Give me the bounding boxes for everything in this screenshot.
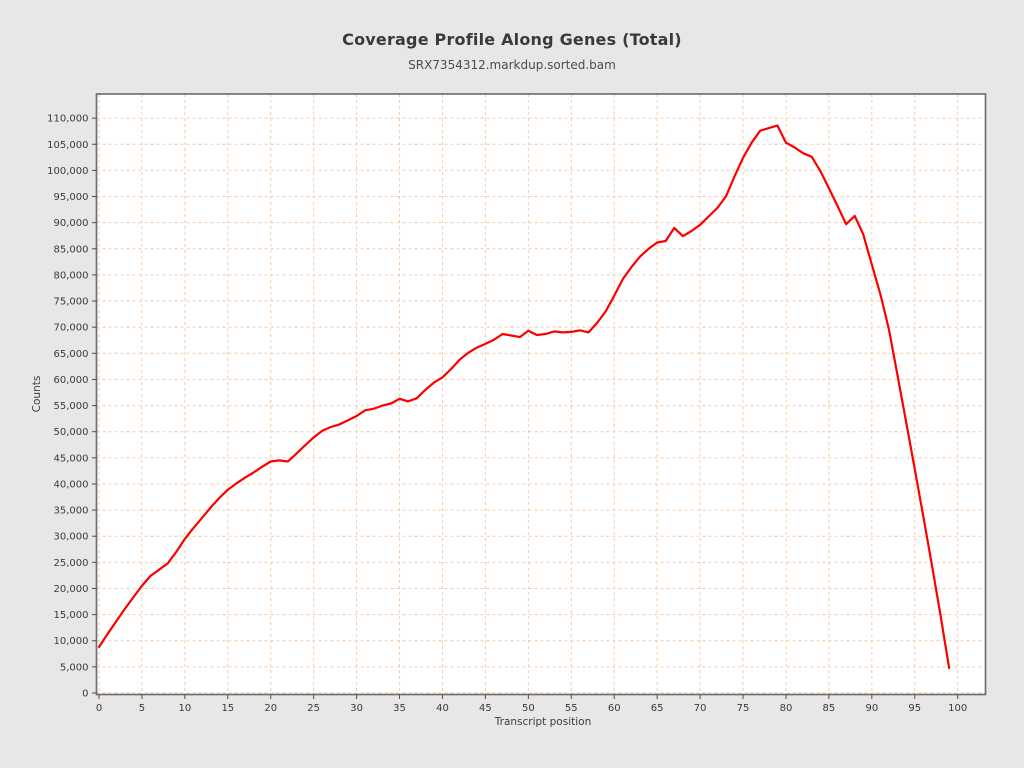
y-tick-label: 100,000 [47, 166, 88, 177]
x-tick-label: 35 [393, 703, 406, 714]
x-tick-label: 45 [479, 703, 492, 714]
x-tick-label: 60 [608, 703, 621, 714]
y-tick-label: 5,000 [60, 662, 89, 673]
y-tick-label: 85,000 [54, 244, 89, 255]
x-tick-label: 5 [139, 703, 145, 714]
x-tick-label: 100 [948, 703, 967, 714]
x-tick-label: 15 [221, 703, 234, 714]
chart-subtitle: SRX7354312.markdup.sorted.bam [408, 58, 616, 72]
y-tick-label: 30,000 [54, 532, 89, 543]
y-tick-label: 75,000 [54, 297, 89, 308]
y-tick-label: 70,000 [54, 323, 89, 334]
y-tick-label: 45,000 [54, 453, 89, 464]
gridlines [96, 94, 986, 695]
x-tick-label: 55 [565, 703, 578, 714]
chart-title: Coverage Profile Along Genes (Total) [342, 30, 682, 49]
y-tick-label: 95,000 [54, 192, 89, 203]
x-tick-label: 70 [694, 703, 707, 714]
x-tick-label: 85 [823, 703, 836, 714]
y-tick-label: 60,000 [54, 375, 89, 386]
y-tick-label: 90,000 [54, 218, 89, 229]
axis-ticks [92, 117, 959, 699]
plot-border [95, 93, 987, 696]
y-tick-label: 65,000 [54, 349, 89, 360]
y-tick-label: 25,000 [54, 558, 89, 569]
y-tick-label: 55,000 [54, 401, 89, 412]
x-tick-label: 95 [908, 703, 921, 714]
y-tick-label: 10,000 [54, 636, 89, 647]
y-tick-label: 35,000 [54, 506, 89, 517]
x-axis-title: Transcript position [494, 716, 592, 728]
x-tick-label: 20 [264, 703, 277, 714]
x-tick-label: 80 [780, 703, 793, 714]
y-tick-label: 110,000 [47, 114, 88, 125]
x-tick-label: 65 [651, 703, 664, 714]
coverage-line [97, 124, 951, 670]
x-tick-label: 40 [436, 703, 449, 714]
y-tick-label: 50,000 [54, 427, 89, 438]
x-tick-label: 30 [350, 703, 363, 714]
x-tick-label: 75 [737, 703, 750, 714]
y-tick-label: 105,000 [47, 140, 88, 151]
y-tick-label: 0 [82, 689, 88, 700]
x-tick-label: 0 [96, 703, 102, 714]
y-axis-title: Counts [31, 375, 43, 413]
x-tick-label: 10 [179, 703, 192, 714]
plot-area [96, 94, 986, 695]
y-tick-label: 15,000 [54, 610, 89, 621]
y-tick-label: 40,000 [54, 479, 89, 490]
x-tick-label: 25 [307, 703, 320, 714]
axis-tick-labels: 0 5 10 15 20 25 30 35 40 45 50 55 60 65 70 75 80 85 90 95 10… [47, 114, 967, 714]
x-tick-label: 50 [522, 703, 535, 714]
y-tick-label: 80,000 [54, 270, 89, 281]
y-tick-label: 20,000 [54, 584, 89, 595]
x-tick-label: 90 [865, 703, 878, 714]
